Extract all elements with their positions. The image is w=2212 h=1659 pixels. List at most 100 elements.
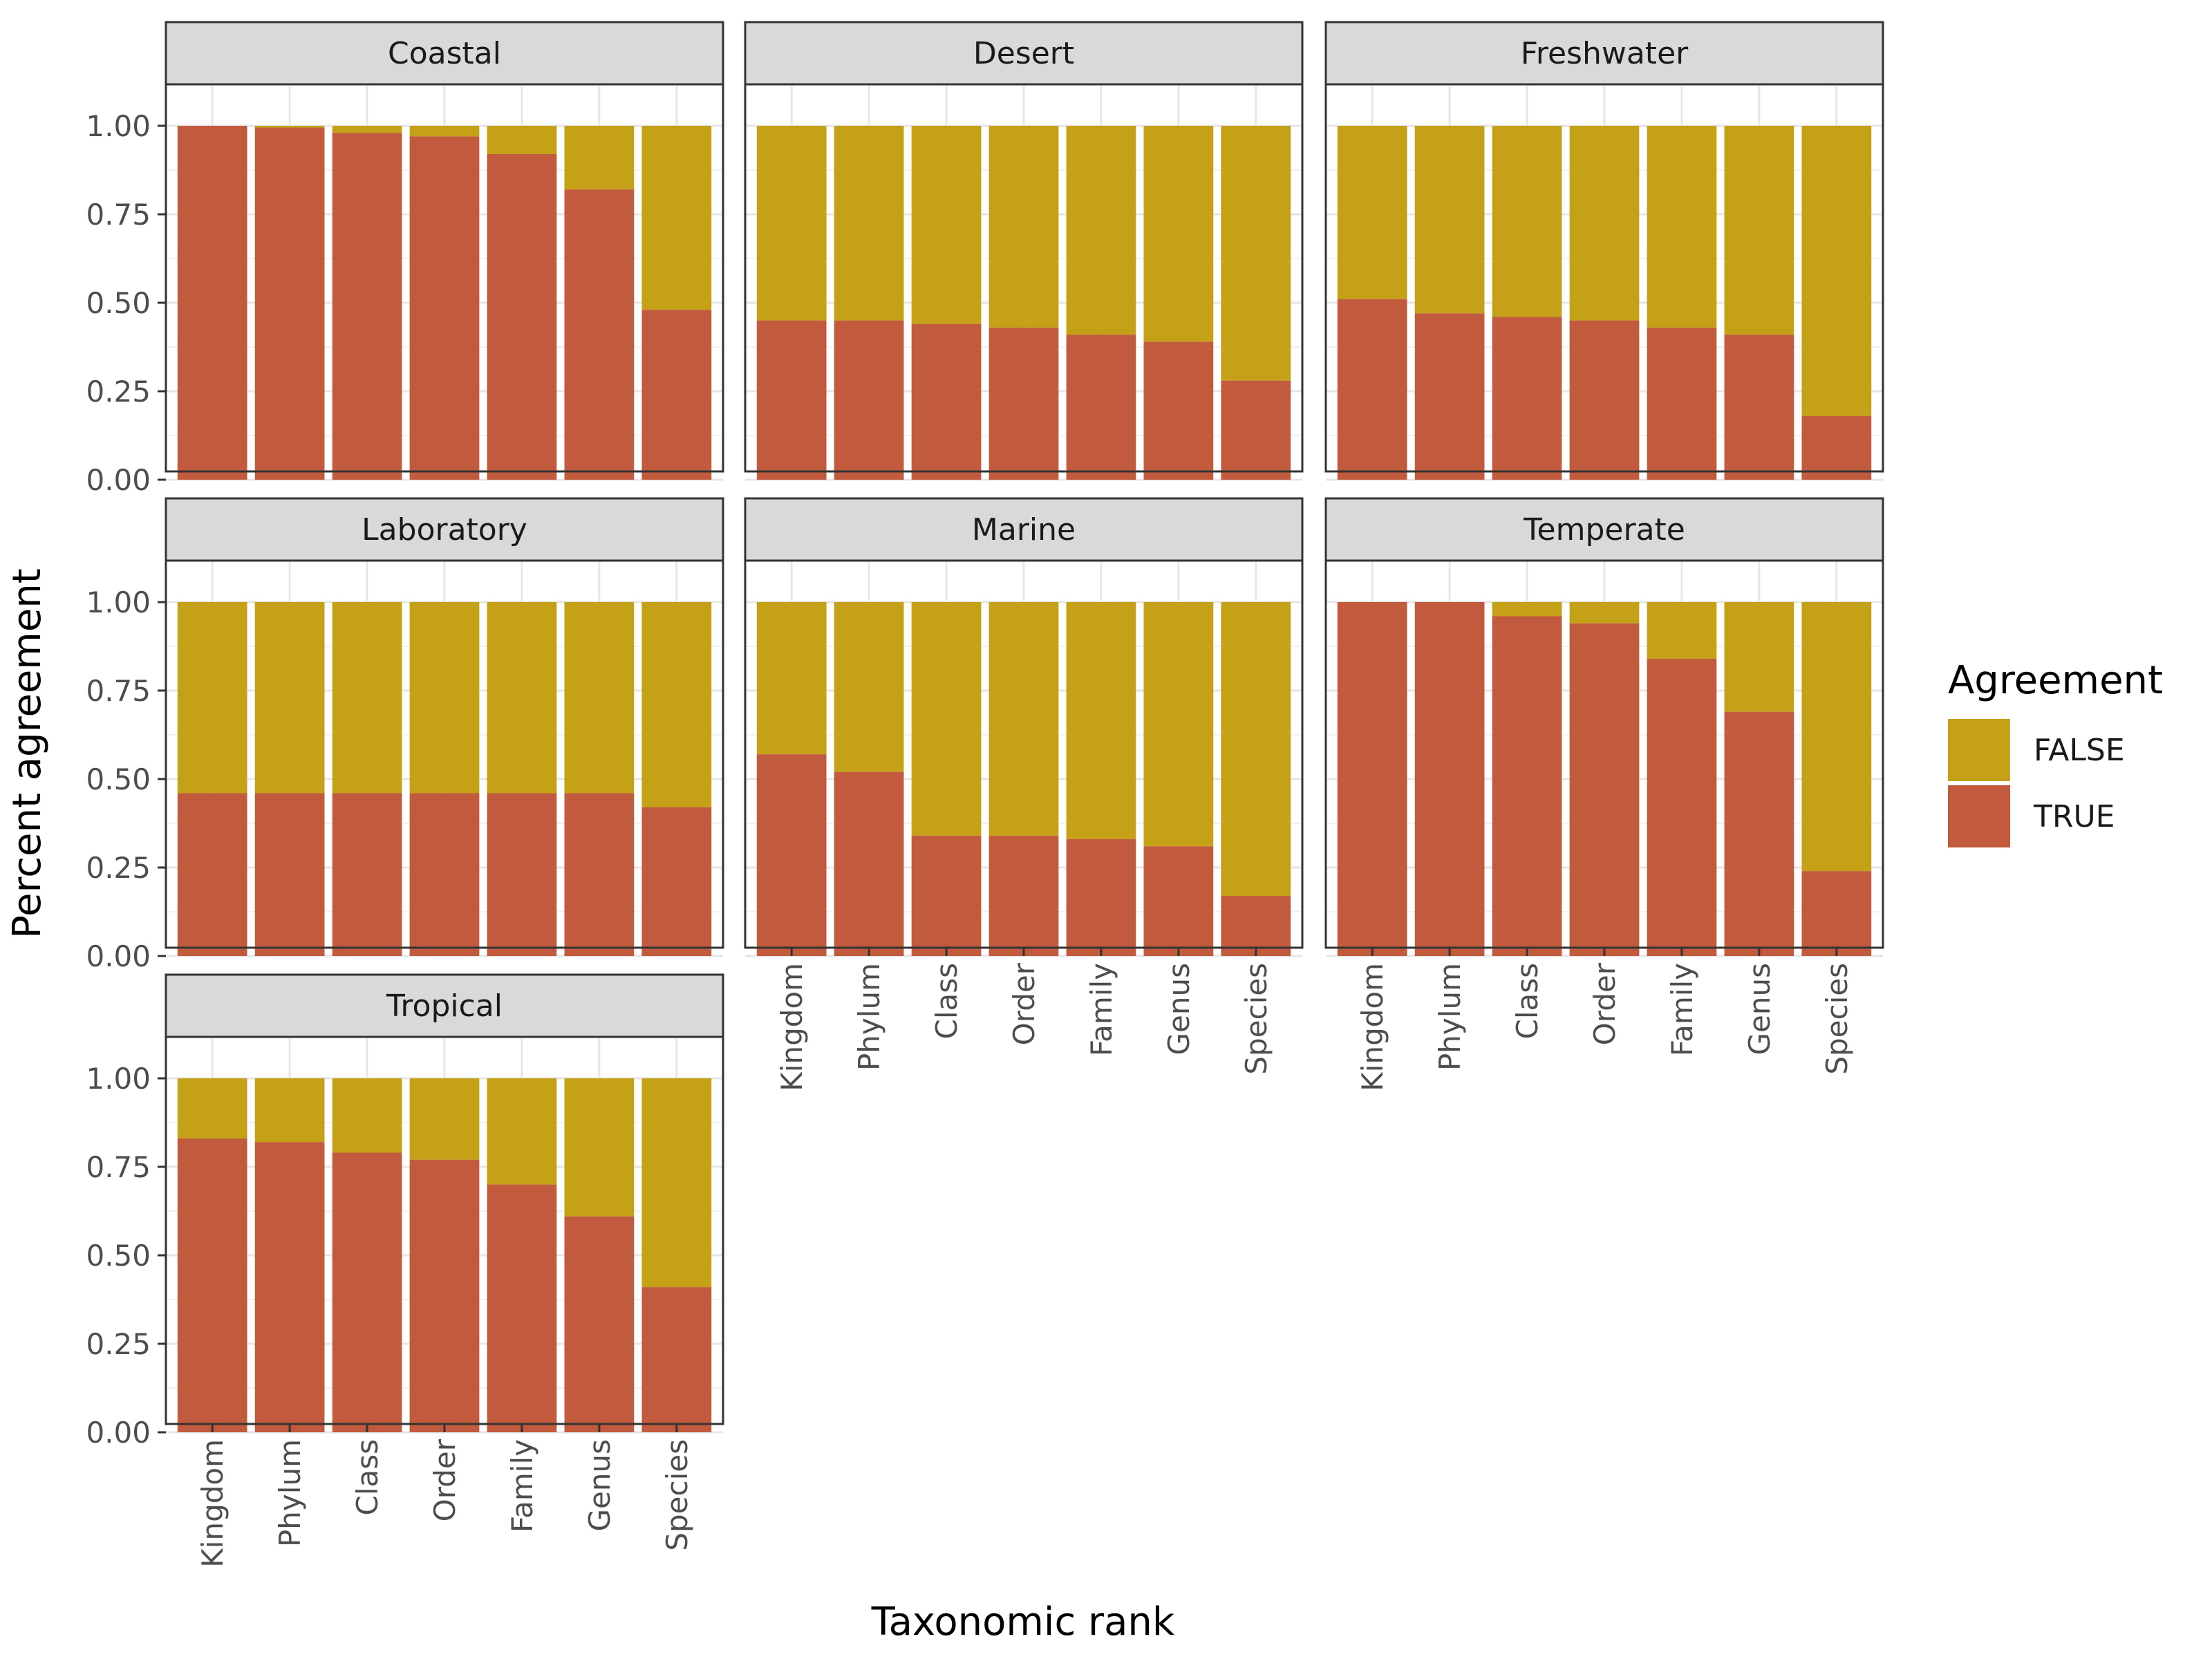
y-tick-label: 0.75 — [86, 1150, 151, 1184]
x-tick-label: Phylum — [273, 1439, 307, 1547]
bar-true-order — [988, 327, 1059, 480]
bar-false-family — [487, 1078, 557, 1185]
legend-label-true: TRUE — [2033, 799, 2115, 834]
y-tick-label: 0.75 — [86, 198, 151, 232]
y-tick-label: 0.00 — [86, 939, 151, 973]
x-tick-label: Species — [660, 1439, 694, 1551]
bar-true-family — [487, 793, 557, 956]
bar-true-kingdom — [1337, 299, 1407, 480]
bar-true-class — [911, 324, 982, 480]
bar-false-phylum — [834, 126, 904, 321]
y-tick-label: 0.25 — [86, 1327, 151, 1361]
bar-false-genus — [564, 602, 635, 794]
bar-false-species — [1221, 602, 1291, 896]
x-axis-title: Taxonomic rank — [871, 1600, 1175, 1644]
bar-false-order — [409, 1078, 480, 1160]
bar-true-family — [1066, 839, 1136, 956]
bar-true-family — [487, 1184, 557, 1432]
strip-label: Marine — [972, 512, 1076, 547]
bar-true-class — [332, 133, 402, 480]
bar-true-order — [409, 136, 480, 480]
strip-label: Coastal — [388, 36, 501, 71]
bar-false-genus — [1143, 126, 1214, 342]
bar-true-kingdom — [756, 754, 827, 956]
y-tick-label: 0.50 — [86, 286, 151, 320]
y-tick-label: 0.50 — [86, 1239, 151, 1273]
bar-true-class — [1492, 317, 1562, 480]
bar-true-kingdom — [177, 793, 247, 956]
y-tick-label: 1.00 — [86, 1062, 151, 1096]
x-tick-label: Family — [1665, 963, 1699, 1056]
x-tick-label: Genus — [1162, 963, 1196, 1056]
bar-true-genus — [1724, 335, 1794, 480]
bar-true-kingdom — [177, 126, 247, 480]
bar-false-family — [1647, 126, 1717, 328]
bar-false-order — [1569, 602, 1640, 624]
bar-true-phylum — [1414, 602, 1485, 956]
strip-label: Temperate — [1523, 512, 1685, 547]
bar-false-order — [988, 602, 1059, 836]
bar-false-family — [1066, 126, 1136, 335]
legend: FALSE TRUE — [1948, 719, 2125, 847]
bar-false-class — [332, 1078, 402, 1153]
bar-true-species — [641, 1287, 712, 1432]
strip-background — [1324, 21, 1884, 86]
bar-false-genus — [1143, 602, 1214, 847]
bar-false-species — [641, 602, 712, 807]
bar-false-class — [332, 602, 402, 794]
bar-false-phylum — [254, 1078, 325, 1143]
bar-true-order — [409, 1159, 480, 1432]
bar-true-species — [641, 310, 712, 480]
bar-true-kingdom — [1337, 602, 1407, 956]
bar-false-class — [332, 126, 402, 133]
bar-false-order — [988, 126, 1059, 328]
y-axis-title: Percent agreement — [5, 568, 50, 939]
bar-false-class — [911, 602, 982, 836]
bar-false-species — [1221, 126, 1291, 381]
bar-false-genus — [1724, 602, 1794, 712]
bar-true-genus — [1724, 711, 1794, 956]
bar-false-genus — [564, 126, 635, 190]
y-tick-label: 0.25 — [86, 851, 151, 885]
bar-true-family — [1647, 327, 1717, 480]
bar-false-species — [641, 126, 712, 310]
bar-true-phylum — [1414, 313, 1485, 480]
bar-false-class — [1492, 602, 1562, 617]
facet-temperate: Temperate Kingdom Phylum Class Order Family Ge… — [1324, 497, 1884, 1091]
bar-true-species — [641, 807, 712, 956]
bar-true-order — [988, 835, 1059, 956]
bar-true-class — [1492, 616, 1562, 956]
bar-true-genus — [564, 1216, 635, 1432]
facet-marine: Marine Kingdom Phylum Class Order Family Genus… — [744, 497, 1304, 1091]
bar-false-phylum — [254, 126, 325, 128]
strip-background — [1324, 497, 1884, 562]
facet-coastal: Coastal 0.00 0.25 0.50 0.75 1.00 — [86, 21, 724, 497]
bar-true-genus — [564, 793, 635, 956]
bar-true-phylum — [254, 793, 325, 956]
bar-false-genus — [564, 1078, 635, 1217]
strip-label: Tropical — [386, 988, 503, 1024]
x-tick-label: Order — [1588, 962, 1622, 1045]
bar-true-genus — [564, 189, 635, 480]
x-tick-label: Species — [1820, 963, 1854, 1075]
bar-true-genus — [1143, 846, 1214, 956]
bar-true-class — [911, 835, 982, 956]
x-tick-label: Genus — [1743, 963, 1777, 1056]
bar-true-phylum — [254, 127, 325, 480]
bar-true-phylum — [834, 771, 904, 956]
legend-label-false: FALSE — [2034, 733, 2125, 768]
bar-false-kingdom — [756, 602, 827, 755]
strip-background — [165, 497, 724, 562]
facet-laboratory: Laboratory 0.00 0.25 0.50 0.75 1.00 — [86, 497, 724, 973]
x-tick-label: Species — [1239, 963, 1273, 1075]
legend-key-false — [1948, 719, 2010, 781]
strip-label: Laboratory — [362, 512, 527, 547]
bar-true-kingdom — [756, 320, 827, 480]
y-tick-label: 0.25 — [86, 375, 151, 409]
strip-label: Freshwater — [1521, 36, 1689, 71]
bar-true-family — [487, 153, 557, 480]
bar-true-order — [1569, 623, 1640, 956]
bar-false-kingdom — [177, 1078, 247, 1139]
bar-false-family — [487, 602, 557, 794]
bar-true-kingdom — [177, 1138, 247, 1432]
